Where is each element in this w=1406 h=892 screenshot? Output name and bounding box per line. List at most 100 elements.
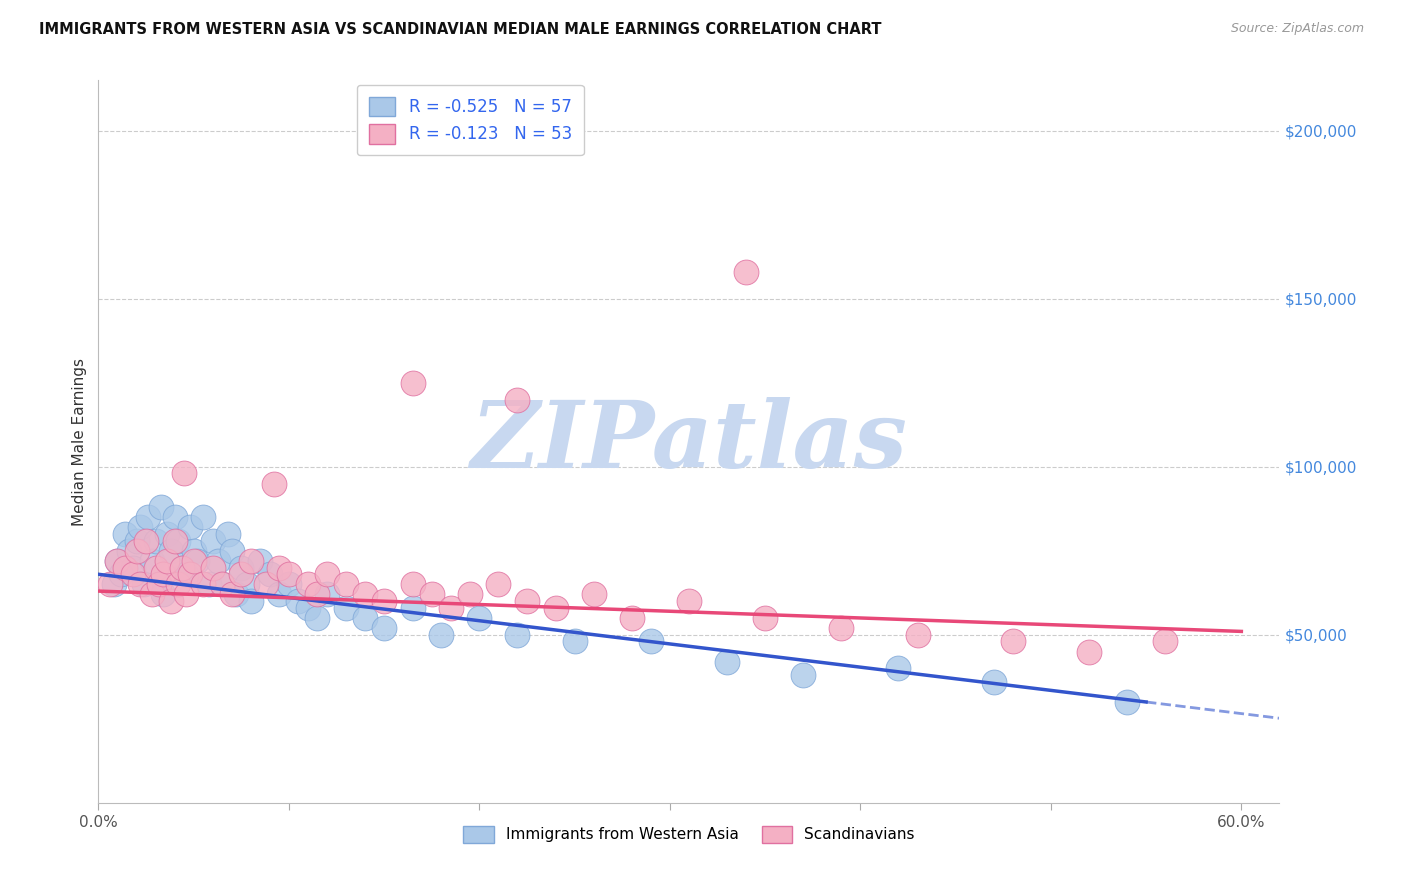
Point <box>269 560 291 574</box>
Point <box>263 476 285 491</box>
Point <box>620 611 643 625</box>
Point <box>735 265 758 279</box>
Point <box>103 577 125 591</box>
Point <box>277 577 299 591</box>
Point <box>98 577 121 591</box>
Point <box>277 567 299 582</box>
Point <box>269 587 291 601</box>
Point <box>183 543 205 558</box>
Point <box>221 543 243 558</box>
Point <box>231 567 253 582</box>
Point <box>516 594 538 608</box>
Point <box>211 577 233 591</box>
Point <box>297 577 319 591</box>
Point <box>148 577 170 591</box>
Point <box>156 527 179 541</box>
Point <box>135 533 157 548</box>
Point <box>174 587 197 601</box>
Point <box>373 621 395 635</box>
Point <box>217 527 239 541</box>
Point <box>354 587 377 601</box>
Point <box>159 594 181 608</box>
Point <box>141 587 163 601</box>
Point <box>239 594 262 608</box>
Point <box>564 634 586 648</box>
Point <box>544 600 567 615</box>
Point <box>1116 695 1139 709</box>
Point <box>141 554 163 568</box>
Point <box>506 392 529 407</box>
Point <box>1001 634 1024 648</box>
Point <box>1078 644 1101 658</box>
Point <box>107 554 129 568</box>
Point <box>114 527 136 541</box>
Point <box>792 668 814 682</box>
Point <box>506 628 529 642</box>
Point <box>150 500 173 514</box>
Point <box>173 467 195 481</box>
Point <box>225 587 247 601</box>
Point <box>307 611 329 625</box>
Point <box>830 621 852 635</box>
Point <box>129 520 152 534</box>
Point <box>402 577 425 591</box>
Point <box>440 600 463 615</box>
Point <box>254 577 277 591</box>
Point <box>156 554 179 568</box>
Point <box>201 533 224 548</box>
Point <box>186 554 208 568</box>
Point <box>335 577 357 591</box>
Point <box>193 510 215 524</box>
Point <box>125 533 148 548</box>
Point <box>172 560 194 574</box>
Point <box>148 577 170 591</box>
Point <box>163 533 186 548</box>
Point <box>221 587 243 601</box>
Point <box>201 560 224 574</box>
Point <box>249 554 271 568</box>
Point <box>145 533 167 548</box>
Point <box>118 543 141 558</box>
Point <box>211 577 233 591</box>
Point <box>136 510 159 524</box>
Point <box>239 554 262 568</box>
Point <box>316 567 339 582</box>
Point <box>134 577 156 591</box>
Point <box>983 674 1005 689</box>
Point <box>297 600 319 615</box>
Point <box>114 560 136 574</box>
Text: Source: ZipAtlas.com: Source: ZipAtlas.com <box>1230 22 1364 36</box>
Point <box>354 611 377 625</box>
Point <box>582 587 605 601</box>
Point <box>193 577 215 591</box>
Point <box>335 600 357 615</box>
Point <box>125 543 148 558</box>
Y-axis label: Median Male Earnings: Median Male Earnings <box>72 358 87 525</box>
Point <box>420 587 443 601</box>
Point <box>402 376 425 390</box>
Point <box>107 554 129 568</box>
Point <box>207 554 229 568</box>
Point <box>307 587 329 601</box>
Point <box>167 577 190 591</box>
Point <box>231 560 253 574</box>
Point <box>716 655 738 669</box>
Point <box>259 567 281 582</box>
Point <box>402 600 425 615</box>
Point <box>488 577 510 591</box>
Point <box>129 577 152 591</box>
Point <box>167 533 190 548</box>
Point <box>121 567 143 582</box>
Point <box>430 628 453 642</box>
Point <box>198 577 221 591</box>
Point <box>754 611 776 625</box>
Point <box>1154 634 1177 648</box>
Point <box>159 543 181 558</box>
Point <box>287 594 309 608</box>
Point <box>163 510 186 524</box>
Legend: Immigrants from Western Asia, Scandinavians: Immigrants from Western Asia, Scandinavi… <box>457 820 921 849</box>
Text: IMMIGRANTS FROM WESTERN ASIA VS SCANDINAVIAN MEDIAN MALE EARNINGS CORRELATION CH: IMMIGRANTS FROM WESTERN ASIA VS SCANDINA… <box>39 22 882 37</box>
Point <box>121 560 143 574</box>
Point <box>236 577 259 591</box>
Point <box>678 594 700 608</box>
